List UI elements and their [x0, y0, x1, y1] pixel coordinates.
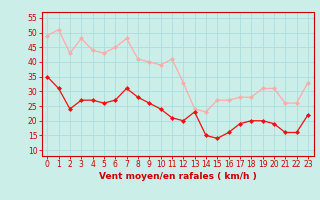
X-axis label: Vent moyen/en rafales ( km/h ): Vent moyen/en rafales ( km/h ): [99, 172, 256, 181]
